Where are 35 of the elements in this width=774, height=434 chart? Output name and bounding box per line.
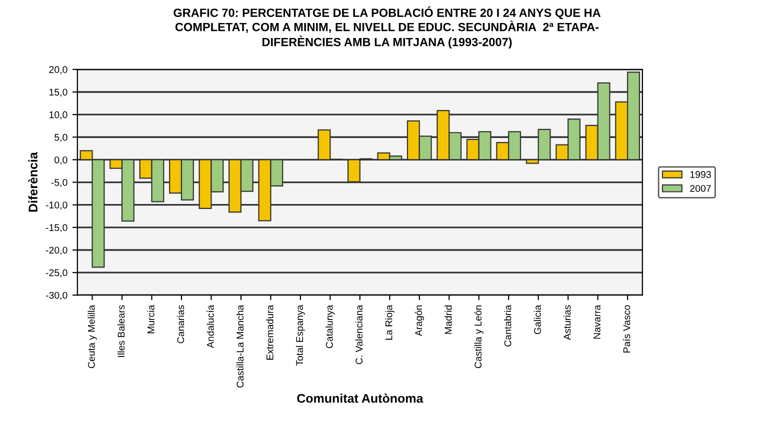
x-tick-label: Extremadura — [266, 304, 274, 360]
y-axis-title: Diferència — [28, 152, 38, 212]
x-tick-label: Andalucía — [206, 304, 214, 348]
y-tick-label: -20,0 — [46, 246, 68, 255]
x-tick-label: Galicia — [534, 304, 541, 334]
y-tick-label: -25,0 — [46, 269, 68, 278]
legend-label: 2007 — [690, 184, 711, 192]
x-tick-label: Castilla y León — [474, 305, 484, 368]
x-tick-label: Illes Balears — [117, 305, 125, 357]
y-tick-label: 5,0 — [54, 134, 68, 142]
y-tick-label: 15,0 — [50, 88, 68, 97]
x-tick-label: Ceuta y Melilla — [88, 304, 97, 368]
y-tick-label: 0,0 — [54, 156, 68, 164]
x-tick-label: Asturias — [564, 305, 571, 340]
y-tick-label: -5,0 — [51, 179, 68, 188]
x-tick-label: Castilla-La Mancha — [236, 304, 244, 388]
x-tick-label: Catalunya — [326, 304, 335, 348]
x-tick-label: La Rioja — [385, 304, 394, 340]
x-tick-label: Navarra — [594, 304, 600, 339]
y-tick-label: -10,0 — [46, 202, 68, 210]
legend-label: 1993 — [690, 171, 711, 178]
x-tick-label: Cantabria — [504, 304, 512, 346]
y-tick-label: 20,0 — [49, 66, 68, 74]
chart-title: GRAFIC 70: PERCENTATGE DE LA POBLACIÓ ENTRE 20 I 24 ANYS QUE HA COMPLETAT, COM A MINIM, EL NIVELL DE EDUC. SECUNDÀRIA 2ª ETAPA- DIFERÈNCIES AMB LA MITJANA (1993-2007) — [174, 6, 601, 49]
x-tick-label: Madrid — [444, 305, 452, 334]
x-tick-label: C. Valenciana — [355, 304, 363, 364]
x-tick-label: Total Espanya — [296, 304, 305, 366]
x-tick-label: Canarias — [176, 305, 184, 344]
x-tick-label: Aragón — [414, 305, 424, 336]
x-tick-label: Murcia — [147, 304, 154, 334]
y-tick-label: -30,0 — [46, 292, 68, 300]
y-tick-label: 10,0 — [50, 111, 68, 120]
x-axis-title: Comunitat Autònoma — [297, 394, 424, 403]
y-tick-label: -15,0 — [46, 224, 68, 232]
x-tick-label: País Vasco — [622, 305, 630, 352]
